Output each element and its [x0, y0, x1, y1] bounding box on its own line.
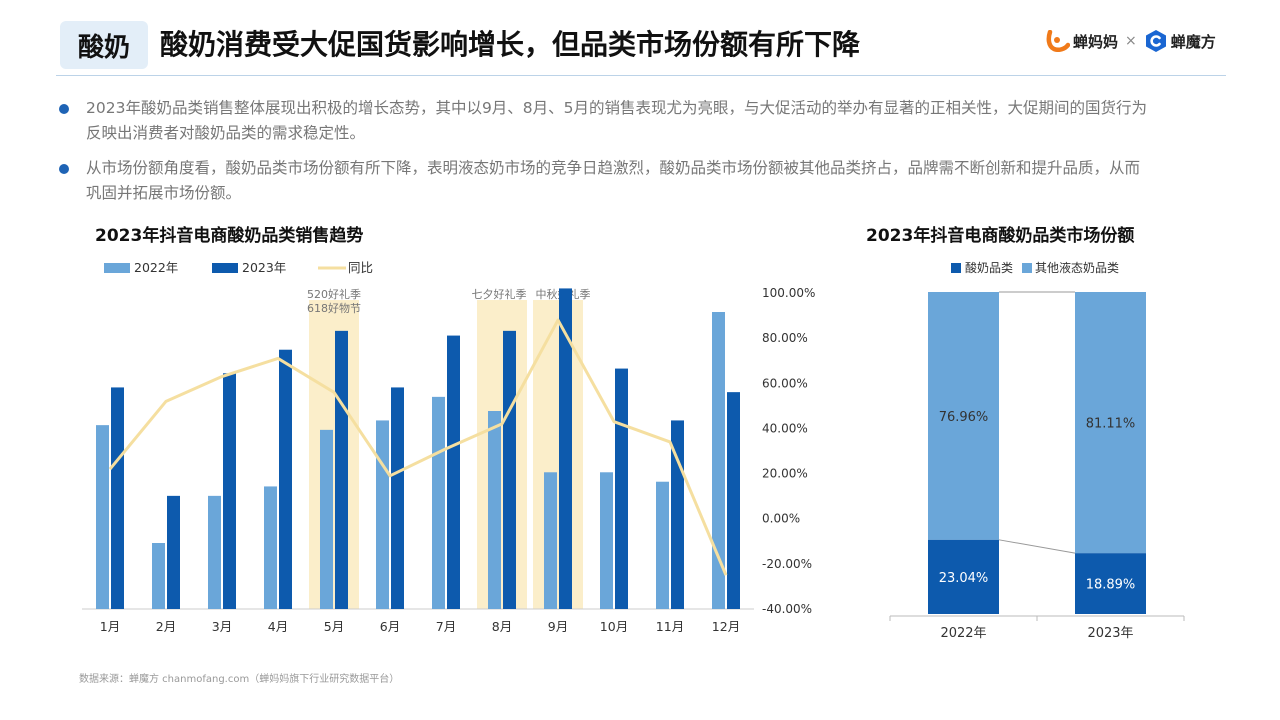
chanmama-logo: 蝉妈妈 — [1046, 30, 1118, 52]
x-tick-label: 1月 — [100, 619, 120, 634]
legend-swatch — [212, 263, 238, 273]
share-bar-yogurt — [1075, 553, 1146, 614]
bar-2023 — [111, 387, 124, 609]
x-tick-label: 6月 — [380, 619, 400, 634]
bullet-list: 2023年酸奶品类销售整体展现出积极的增长态势，其中以9月、8月、5月的销售表现… — [58, 96, 1148, 216]
bar-2023 — [727, 392, 740, 609]
chanmama-logo-icon — [1046, 30, 1070, 52]
bar-2022 — [264, 486, 277, 609]
bar-2022 — [656, 481, 669, 609]
legend-swatch — [104, 263, 130, 273]
bullet-text: 2023年酸奶品类销售整体展现出积极的增长态势，其中以9月、8月、5月的销售表现… — [86, 99, 1148, 142]
share-connector-line — [998, 539, 1076, 554]
bar-2022 — [320, 429, 333, 609]
bar-2023 — [559, 288, 572, 609]
bar-2023 — [223, 373, 236, 609]
x-tick-label: 12月 — [712, 619, 740, 634]
promo-label: 618好物节 — [307, 301, 361, 315]
bar-2022 — [96, 425, 109, 609]
header-divider — [56, 75, 1226, 76]
promo-label: 520好礼季 — [307, 287, 361, 301]
x-tick-label: 11月 — [656, 619, 684, 634]
share-x-label: 2022年 — [940, 626, 986, 641]
y-right-tick-label: 60.00% — [762, 376, 808, 390]
y-right-tick-label: 80.00% — [762, 331, 808, 345]
x-tick-label: 9月 — [548, 619, 568, 634]
bullet-item: 从市场份额角度看，酸奶品类市场份额有所下降，表明液态奶市场的竞争日趋激烈，酸奶品… — [58, 156, 1148, 206]
legend-label: 其他液态奶品类 — [1035, 260, 1119, 275]
legend-swatch — [951, 263, 961, 273]
bar-2023 — [279, 349, 292, 609]
promo-label: 七夕好礼季 — [472, 287, 527, 301]
bar-2023 — [447, 335, 460, 609]
bar-2023 — [503, 330, 516, 609]
bullet-dot — [59, 104, 69, 114]
bar-2022 — [208, 495, 221, 609]
promo-highlight-band — [477, 300, 527, 609]
y-right-tick-label: 40.00% — [762, 421, 808, 435]
share-bar-other — [1075, 292, 1146, 554]
bar-2022 — [712, 312, 725, 609]
trend-chart-title: 2023年抖音电商酸奶品类销售趋势 — [95, 226, 364, 246]
bar-2022 — [600, 472, 613, 609]
bar-2022 — [432, 396, 445, 609]
chanmofang-logo-text: 蝉魔方 — [1170, 32, 1216, 51]
chanmofang-logo-icon — [1145, 30, 1166, 52]
share-x-label: 2023年 — [1087, 626, 1133, 641]
bar-2022 — [544, 472, 557, 609]
share-label-other: 76.96% — [939, 410, 989, 425]
share-label-yogurt: 23.04% — [939, 571, 989, 586]
data-source: 数据来源：蝉魔方 chanmofang.com（蝉妈妈旗下行业研究数据平台） — [79, 674, 400, 685]
x-tick-label: 3月 — [212, 619, 232, 634]
share-chart-title: 2023年抖音电商酸奶品类市场份额 — [866, 226, 1135, 246]
bar-2022 — [376, 420, 389, 609]
bar-2023 — [615, 368, 628, 609]
x-tick-label: 7月 — [436, 619, 456, 634]
x-tick-label: 5月 — [324, 619, 344, 634]
legend-label: 2023年 — [242, 260, 286, 275]
bar-2022 — [488, 411, 501, 609]
legend-label: 2022年 — [134, 260, 178, 275]
bullet-dot — [59, 164, 69, 174]
bullet-item: 2023年酸奶品类销售整体展现出积极的增长态势，其中以9月、8月、5月的销售表现… — [58, 96, 1148, 146]
bar-2023 — [335, 330, 348, 609]
section-tag: 酸奶 — [60, 21, 148, 69]
page-title: 酸奶消费受大促国货影响增长，但品类市场份额有所下降 — [160, 28, 861, 61]
x-tick-label: 8月 — [492, 619, 512, 634]
y-right-tick-label: 0.00% — [762, 512, 800, 526]
promo-highlight-band — [309, 300, 359, 609]
y-right-tick-label: -40.00% — [762, 602, 812, 616]
bar-2023 — [167, 495, 180, 609]
yoy-line — [108, 318, 728, 576]
brand-logos: 蝉妈妈 × 蝉魔方 — [1046, 28, 1216, 54]
chanmama-logo-text: 蝉妈妈 — [1073, 32, 1119, 51]
x-tick-label: 4月 — [268, 619, 288, 634]
share-label-yogurt: 18.89% — [1086, 578, 1136, 593]
promo-highlight-band — [533, 300, 583, 609]
legend-label: 酸奶品类 — [965, 260, 1013, 275]
bullet-text: 从市场份额角度看，酸奶品类市场份额有所下降，表明液态奶市场的竞争日趋激烈，酸奶品… — [86, 159, 1141, 202]
bar-2023 — [391, 387, 404, 609]
x-tick-label: 2月 — [156, 619, 176, 634]
y-right-tick-label: 100.00% — [762, 286, 815, 300]
share-label-other: 81.11% — [1086, 417, 1136, 432]
bar-2022 — [152, 543, 165, 609]
x-tick-label: 10月 — [600, 619, 628, 634]
logo-separator: × — [1125, 33, 1137, 49]
y-right-tick-label: -20.00% — [762, 557, 812, 571]
y-right-tick-label: 20.00% — [762, 467, 808, 481]
share-bar-other — [928, 292, 999, 540]
legend-swatch — [1022, 263, 1032, 273]
legend-label: 同比 — [348, 260, 373, 275]
chanmofang-logo: 蝉魔方 — [1144, 29, 1216, 53]
share-bar-yogurt — [928, 539, 999, 614]
